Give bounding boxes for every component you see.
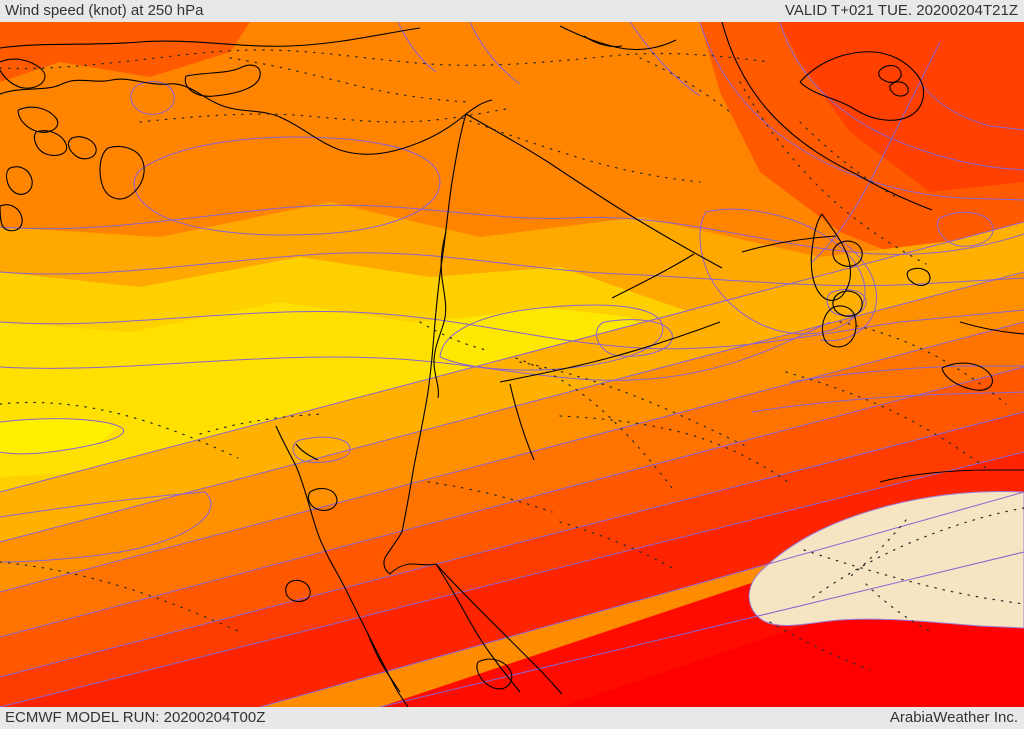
model-run-label: ECMWF MODEL RUN: 20200204T00Z bbox=[5, 709, 266, 726]
core-yellow-west bbox=[0, 417, 120, 454]
header-bar: Wind speed (knot) at 250 hPa VALID T+021… bbox=[0, 0, 1024, 22]
page-title: Wind speed (knot) at 250 hPa bbox=[5, 2, 204, 19]
provider-label: ArabiaWeather Inc. bbox=[889, 709, 1018, 726]
band-ne-red bbox=[780, 22, 1024, 192]
band-nw-deep-orange bbox=[0, 22, 250, 82]
coastlines bbox=[0, 22, 1024, 707]
contour-lines bbox=[0, 22, 1024, 707]
wind-speed-map[interactable] bbox=[0, 22, 1024, 707]
footer-bar: ECMWF MODEL RUN: 20200204T00Z ArabiaWeat… bbox=[0, 707, 1024, 729]
low-speed-core-arabia bbox=[748, 491, 1024, 629]
country-borders bbox=[0, 49, 1024, 671]
map-raster bbox=[0, 22, 1024, 707]
valid-time-label: VALID T+021 TUE. 20200204T21Z bbox=[784, 2, 1018, 19]
